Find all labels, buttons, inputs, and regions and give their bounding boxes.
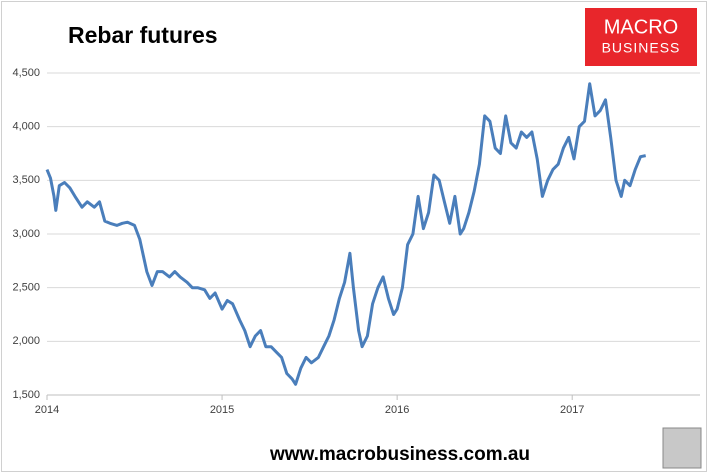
y-tick-label: 4,500 xyxy=(12,67,40,79)
y-tick-label: 2,000 xyxy=(12,335,40,347)
x-tick-label: 2014 xyxy=(35,404,59,416)
x-tick-label: 2015 xyxy=(210,404,234,416)
y-tick-label: 3,000 xyxy=(12,228,40,240)
y-tick-label: 3,500 xyxy=(12,174,40,186)
chart-title: Rebar futures xyxy=(68,22,218,48)
y-tick-label: 4,000 xyxy=(12,121,40,133)
x-tick-label: 2017 xyxy=(560,404,584,416)
x-tick-label: 2016 xyxy=(385,404,409,416)
y-tick-label: 2,500 xyxy=(12,282,40,294)
wolf-icon xyxy=(662,427,702,469)
logo-box xyxy=(585,8,697,66)
footer-url: www.macrobusiness.com.au xyxy=(269,444,530,465)
logo-bottom: BUSINESS xyxy=(602,40,681,56)
logo-top: MACRO xyxy=(604,16,678,38)
y-tick-label: 1,500 xyxy=(12,389,40,401)
price-line xyxy=(45,82,647,386)
